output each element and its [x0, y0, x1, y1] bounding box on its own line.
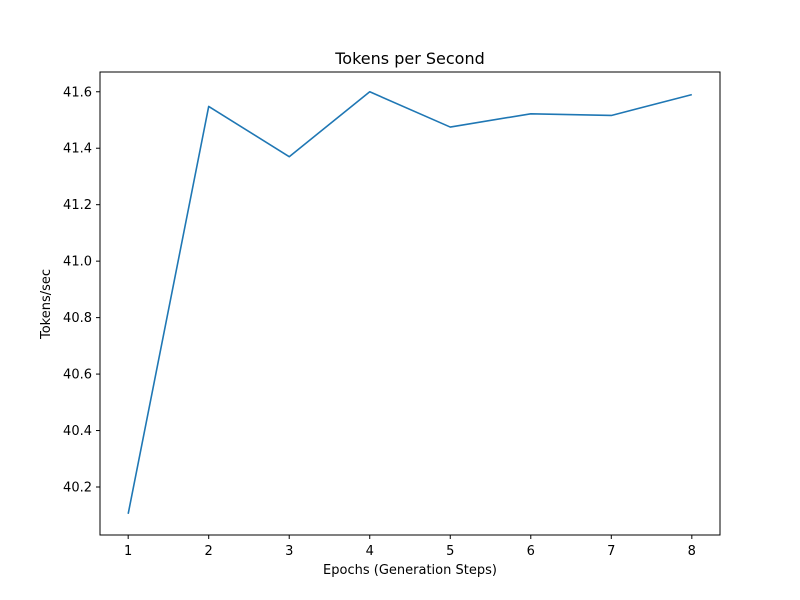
x-tick-label: 4 [366, 544, 374, 559]
x-tick-label: 5 [446, 544, 454, 559]
y-tick-label: 41.2 [63, 198, 92, 213]
x-axis: 1 2 3 4 5 6 7 8 [124, 535, 696, 559]
x-tick-label: 7 [607, 544, 615, 559]
y-tick-label: 41.4 [63, 142, 92, 157]
plot-frame [99, 71, 721, 536]
y-tick-label: 40.2 [63, 481, 92, 496]
plot-area [127, 90, 693, 514]
x-tick-label: 8 [688, 544, 696, 559]
x-tick-label: 2 [205, 544, 213, 559]
y-axis: 40.2 40.4 40.6 40.8 41.0 41.2 41.4 41.6 [63, 85, 100, 496]
series-line [127, 90, 693, 514]
y-tick-label: 40.6 [63, 368, 92, 383]
y-tick-label: 40.4 [63, 424, 92, 439]
x-tick-label: 6 [527, 544, 535, 559]
y-tick-label: 41.0 [63, 255, 92, 270]
y-tick-label: 41.6 [63, 85, 92, 100]
x-tick-label: 3 [285, 544, 293, 559]
x-axis-label: Epochs (Generation Steps) [323, 563, 497, 578]
x-tick-label: 1 [124, 544, 132, 559]
y-tick-label: 40.8 [63, 311, 92, 326]
y-axis-label: Tokens/sec [39, 269, 54, 340]
chart-title: Tokens per Second [334, 49, 485, 68]
